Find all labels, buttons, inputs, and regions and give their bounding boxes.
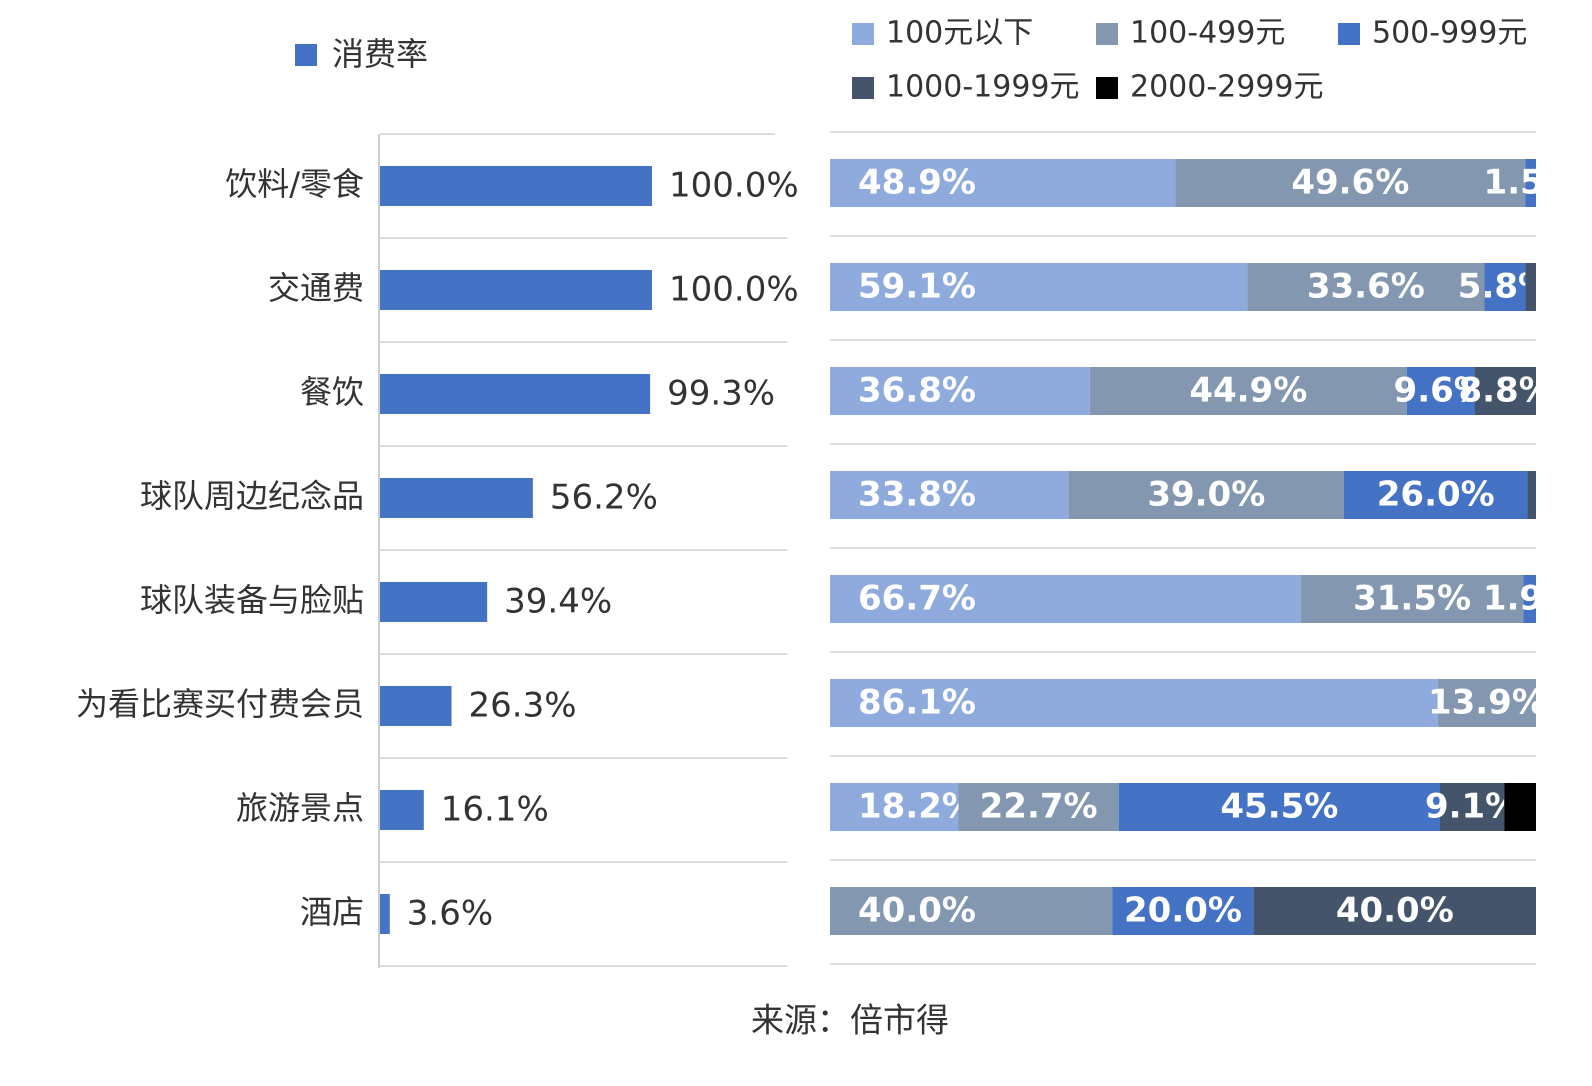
category-label: 餐饮 xyxy=(300,373,364,411)
category-label: 球队装备与脸贴 xyxy=(140,581,364,619)
value-label: 26.3% xyxy=(469,686,577,726)
segment-label: 1.9% xyxy=(1483,579,1577,619)
legend-swatch xyxy=(852,23,874,45)
legend-swatch xyxy=(295,44,317,66)
value-label: 100.0% xyxy=(669,270,799,310)
value-label: 16.1% xyxy=(441,790,549,830)
segment-label: 1.5% xyxy=(1484,163,1578,203)
segment-label: 22.7% xyxy=(980,787,1098,827)
segment-label: 49.6% xyxy=(1291,163,1409,203)
bar-segment xyxy=(1523,575,1536,623)
legend-swatch xyxy=(1096,23,1118,45)
segment-label: 33.8% xyxy=(858,475,976,515)
segment-label: 66.7% xyxy=(858,579,976,619)
stacked-panel: 48.9% 49.6% 1.5% 59.1% 33.6% 5.8% 36.8% 44.9% 9.… xyxy=(830,159,1578,935)
source: 来源：倍市得 xyxy=(751,1001,949,1040)
segment-label: 31.5% xyxy=(1353,579,1471,619)
category-label: 酒店 xyxy=(300,893,364,931)
value-label: 56.2% xyxy=(550,478,658,518)
bar-segment xyxy=(1253,887,1536,935)
category-label: 球队周边纪念品 xyxy=(140,477,364,515)
bar-segment xyxy=(1118,783,1440,831)
segment-label: 44.9% xyxy=(1189,371,1307,411)
bar-segment xyxy=(830,159,1176,207)
legend-swatch xyxy=(1096,77,1118,99)
legend-label: 500-999元 xyxy=(1372,16,1527,51)
segment-label: 36.8% xyxy=(858,371,976,411)
segment-label: 9.1% xyxy=(1425,787,1519,827)
segment-label: 45.5% xyxy=(1220,787,1338,827)
legend-label: 100-499元 xyxy=(1130,16,1285,51)
bar xyxy=(380,790,424,830)
segment-label: 48.9% xyxy=(858,163,976,203)
bar-segment xyxy=(1175,159,1526,207)
legend-label: 1000-1999元 xyxy=(886,70,1080,105)
value-label: 39.4% xyxy=(504,582,612,622)
bar-segment xyxy=(1437,679,1536,727)
bar-segment xyxy=(830,367,1090,415)
segment-label: 33.6% xyxy=(1307,267,1425,307)
category-label: 饮料/零食 xyxy=(225,165,364,203)
bar xyxy=(380,478,533,518)
bar xyxy=(380,270,652,310)
value-label: 99.3% xyxy=(667,374,775,414)
category-label: 旅游景点 xyxy=(236,789,364,827)
segment-label: 20.0% xyxy=(1124,891,1242,931)
bar xyxy=(380,582,488,622)
bar-segment xyxy=(1089,367,1407,415)
bar xyxy=(380,374,651,414)
bar-segment xyxy=(1068,471,1344,519)
bar-segment xyxy=(1406,367,1475,415)
value-label: 100.0% xyxy=(669,166,799,206)
category-label: 交通费 xyxy=(268,269,364,307)
bar xyxy=(380,686,452,726)
segment-label: 26.0% xyxy=(1377,475,1495,515)
segment-label: 59.1% xyxy=(858,267,976,307)
bar-segment xyxy=(1527,471,1536,519)
bar-segment xyxy=(1525,159,1536,207)
bar-segment xyxy=(1484,263,1526,311)
bar-segment xyxy=(958,783,1119,831)
segment-label: 86.1% xyxy=(858,683,976,723)
bar-segment xyxy=(1300,575,1524,623)
bar-segment xyxy=(830,679,1438,727)
bar-segment xyxy=(1525,263,1536,311)
bar xyxy=(380,894,390,934)
segment-label: 40.0% xyxy=(858,891,976,931)
segment-label: 39.0% xyxy=(1147,475,1265,515)
category-label: 为看比赛买付费会员 xyxy=(76,685,364,723)
legend-label: 100元以下 xyxy=(886,16,1033,51)
segment-label: 18.2% xyxy=(858,787,976,827)
legend-swatch xyxy=(1338,23,1360,45)
legend-label: 2000-2999元 xyxy=(1130,70,1324,105)
legend-label: 消费率 xyxy=(332,35,428,73)
segment-label: 13.9% xyxy=(1428,683,1546,723)
bar-segment xyxy=(1343,471,1528,519)
legend-swatch xyxy=(852,77,874,99)
bar-segment xyxy=(830,887,1113,935)
segment-label: 9.6% xyxy=(1394,371,1488,411)
bar-segment xyxy=(830,575,1301,623)
bar-segment xyxy=(1112,887,1254,935)
bar xyxy=(380,166,652,206)
bar-segment xyxy=(1504,783,1536,831)
bar-segment xyxy=(830,263,1248,311)
segment-label: 5.8% xyxy=(1458,267,1552,307)
bar-segment xyxy=(830,471,1069,519)
bar-segment xyxy=(1474,367,1536,415)
bar-segment xyxy=(830,783,959,831)
bar-segment xyxy=(1247,263,1485,311)
segment-label: 40.0% xyxy=(1336,891,1454,931)
value-label: 3.6% xyxy=(407,894,493,934)
segment-label: 8.8% xyxy=(1458,371,1552,411)
bar-segment xyxy=(1439,783,1505,831)
